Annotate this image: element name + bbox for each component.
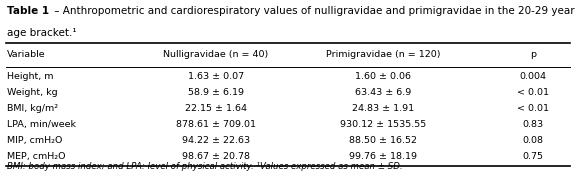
Text: LPA, min/week: LPA, min/week — [7, 120, 76, 129]
Text: BMI, kg/m²: BMI, kg/m² — [7, 104, 58, 113]
Text: 930.12 ± 1535.55: 930.12 ± 1535.55 — [340, 120, 426, 129]
Text: MIP, cmH₂O: MIP, cmH₂O — [7, 136, 62, 145]
Text: 88.50 ± 16.52: 88.50 ± 16.52 — [349, 136, 417, 145]
Text: BMI: body mass index; and LPA: level of physical activity. ¹Values expressed as : BMI: body mass index; and LPA: level of … — [7, 162, 403, 171]
Text: Table 1: Table 1 — [7, 6, 49, 16]
Text: 0.08: 0.08 — [522, 136, 543, 145]
Text: 94.22 ± 22.63: 94.22 ± 22.63 — [182, 136, 250, 145]
Text: 1.63 ± 0.07: 1.63 ± 0.07 — [188, 72, 244, 81]
Text: 58.9 ± 6.19: 58.9 ± 6.19 — [188, 88, 244, 97]
Text: – Anthropometric and cardiorespiratory values of nulligravidae and primigravidae: – Anthropometric and cardiorespiratory v… — [51, 6, 574, 16]
Text: 99.76 ± 18.19: 99.76 ± 18.19 — [349, 152, 417, 161]
Text: 0.75: 0.75 — [522, 152, 543, 161]
Text: p: p — [530, 50, 536, 59]
Text: age bracket.¹: age bracket.¹ — [7, 28, 77, 38]
Text: Nulligravidae (n = 40): Nulligravidae (n = 40) — [164, 50, 268, 59]
Text: 1.60 ± 0.06: 1.60 ± 0.06 — [355, 72, 411, 81]
Text: Variable: Variable — [7, 50, 46, 59]
Text: Height, m: Height, m — [7, 72, 54, 81]
Text: 22.15 ± 1.64: 22.15 ± 1.64 — [185, 104, 247, 113]
Text: 878.61 ± 709.01: 878.61 ± 709.01 — [176, 120, 256, 129]
Text: Weight, kg: Weight, kg — [7, 88, 58, 97]
Text: 63.43 ± 6.9: 63.43 ± 6.9 — [355, 88, 411, 97]
Text: 24.83 ± 1.91: 24.83 ± 1.91 — [352, 104, 414, 113]
Text: 0.83: 0.83 — [522, 120, 543, 129]
Text: 0.004: 0.004 — [520, 72, 546, 81]
Text: < 0.01: < 0.01 — [517, 88, 549, 97]
Text: 98.67 ± 20.78: 98.67 ± 20.78 — [182, 152, 250, 161]
Text: Primigravidae (n = 120): Primigravidae (n = 120) — [326, 50, 440, 59]
Text: MEP, cmH₂O: MEP, cmH₂O — [7, 152, 66, 161]
Text: < 0.01: < 0.01 — [517, 104, 549, 113]
